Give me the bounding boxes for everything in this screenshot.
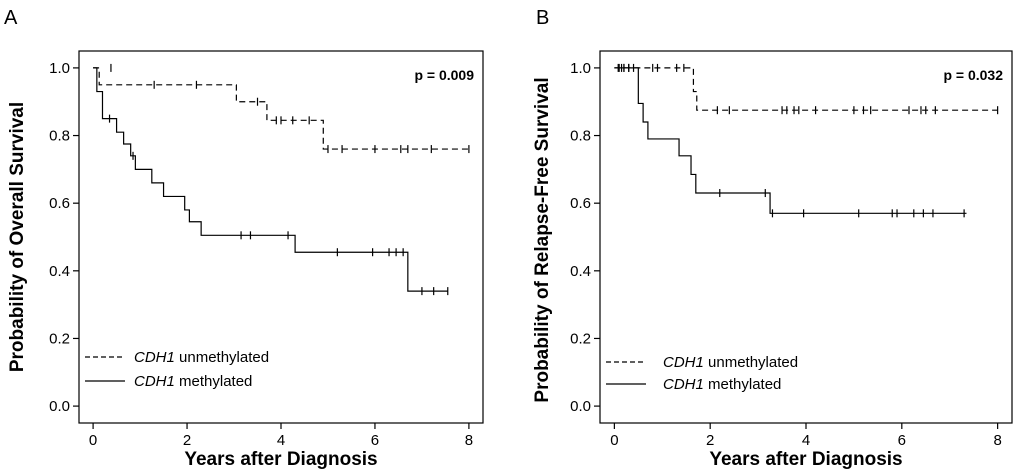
y-axis-title: Probability of Relapse-Free Survival	[532, 77, 553, 402]
legend-label: methylated	[704, 376, 782, 393]
tick-group	[594, 67, 999, 429]
y-tick-label-group: 0.0 0.2 0.4 0.6 0.8 1.0	[49, 60, 70, 415]
plot-frame	[599, 50, 1013, 424]
x-tick-label: 4	[277, 432, 285, 449]
survival-curve-unmethylated	[93, 67, 469, 150]
panel-letter: B	[536, 7, 549, 29]
x-tick-label: 0	[610, 432, 618, 449]
legend-gene-name: CDH1	[663, 376, 704, 393]
x-tick-label: 6	[898, 432, 906, 449]
legend-gene-name: CDH1	[663, 354, 704, 371]
survival-curve-methylated	[93, 67, 448, 292]
y-tick-label: 0.4	[49, 263, 70, 280]
survival-curve-unmethylated	[614, 67, 998, 111]
legend-entry-unmethylated: CDH1 unmethylated	[663, 354, 798, 371]
y-tick-label: 0.6	[570, 195, 591, 212]
y-tick-label: 0.2	[570, 330, 591, 347]
y-tick-label: 0.8	[49, 128, 70, 145]
y-tick-label-group: 0.0 0.2 0.4 0.6 0.8 1.0	[570, 60, 591, 415]
x-tick-label: 8	[465, 432, 473, 449]
plot-frame	[78, 50, 484, 424]
y-tick-label: 0.0	[49, 398, 70, 415]
p-value-annotation: p = 0.032	[943, 67, 1003, 83]
x-tick-label: 6	[371, 432, 379, 449]
legend: CDH1 unmethylated CDH1 methylated	[85, 349, 269, 390]
x-tick-label: 4	[802, 432, 810, 449]
y-tick-label: 0.8	[570, 128, 591, 145]
legend-entry-methylated: CDH1 methylated	[663, 376, 781, 393]
x-tick-label: 2	[706, 432, 714, 449]
curve-group	[93, 63, 470, 296]
x-axis-title: Years after Diagnosis	[184, 449, 377, 470]
legend-entry-methylated: CDH1 methylated	[134, 373, 252, 390]
legend-gene-name: CDH1	[134, 373, 175, 390]
panel-b: B 0 2 4 6 8 0.0 0.2 0.4 0.6 0.8 1.0 Year…	[532, 7, 1013, 470]
legend-entry-unmethylated: CDH1 unmethylated	[134, 349, 269, 366]
legend-gene-name: CDH1	[134, 349, 175, 366]
panel-letter: A	[4, 7, 18, 29]
y-tick-label: 0.6	[49, 195, 70, 212]
tick-group	[73, 67, 470, 429]
y-tick-label: 0.2	[49, 330, 70, 347]
x-tick-label-group: 0 2 4 6 8	[89, 432, 473, 449]
legend-label: unmethylated	[175, 349, 269, 366]
y-axis-title: Probability of Overall Survival	[7, 102, 28, 372]
x-tick-label: 2	[183, 432, 191, 449]
x-tick-label: 0	[89, 432, 97, 449]
x-axis-title: Years after Diagnosis	[709, 449, 902, 470]
x-tick-label-group: 0 2 4 6 8	[610, 432, 1002, 449]
survival-curve-methylated	[614, 67, 967, 214]
panel-a: A 0 2 4 6 8 0.0 0.2 0.4 0.6 0.8 1.0 Year…	[4, 7, 484, 470]
x-tick-label: 8	[993, 432, 1001, 449]
legend-label: unmethylated	[704, 354, 798, 371]
y-tick-label: 0.0	[570, 398, 591, 415]
legend-label: methylated	[175, 373, 253, 390]
y-tick-label: 0.4	[570, 263, 591, 280]
curve-group	[614, 63, 999, 218]
y-tick-label: 1.0	[570, 60, 591, 77]
y-tick-label: 1.0	[49, 60, 70, 77]
p-value-annotation: p = 0.009	[414, 67, 474, 83]
legend: CDH1 unmethylated CDH1 methylated	[606, 354, 798, 393]
